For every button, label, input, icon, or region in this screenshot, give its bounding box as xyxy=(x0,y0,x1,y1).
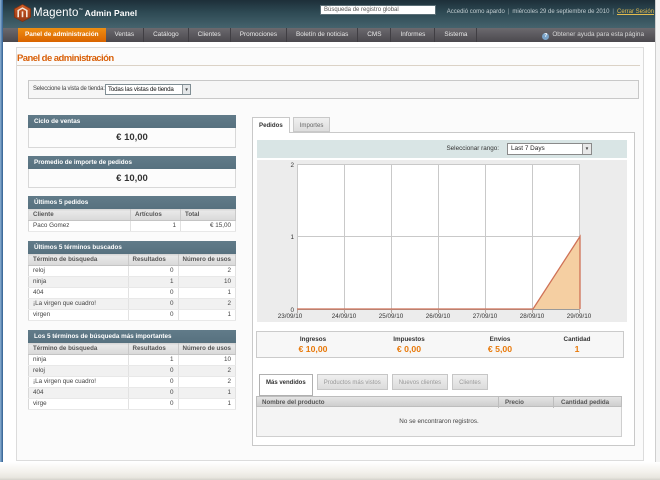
svg-text:28/09/10: 28/09/10 xyxy=(520,313,545,320)
svg-text:25/09/10: 25/09/10 xyxy=(379,313,404,320)
svg-text:2: 2 xyxy=(290,162,294,169)
svg-text:24/09/10: 24/09/10 xyxy=(332,313,357,320)
svg-text:29/09/10: 29/09/10 xyxy=(567,313,592,320)
svg-text:23/09/10: 23/09/10 xyxy=(278,313,303,320)
svg-text:1: 1 xyxy=(290,234,294,241)
svg-text:0: 0 xyxy=(290,307,294,314)
svg-text:26/09/10: 26/09/10 xyxy=(426,313,451,320)
svg-text:27/09/10: 27/09/10 xyxy=(473,313,498,320)
